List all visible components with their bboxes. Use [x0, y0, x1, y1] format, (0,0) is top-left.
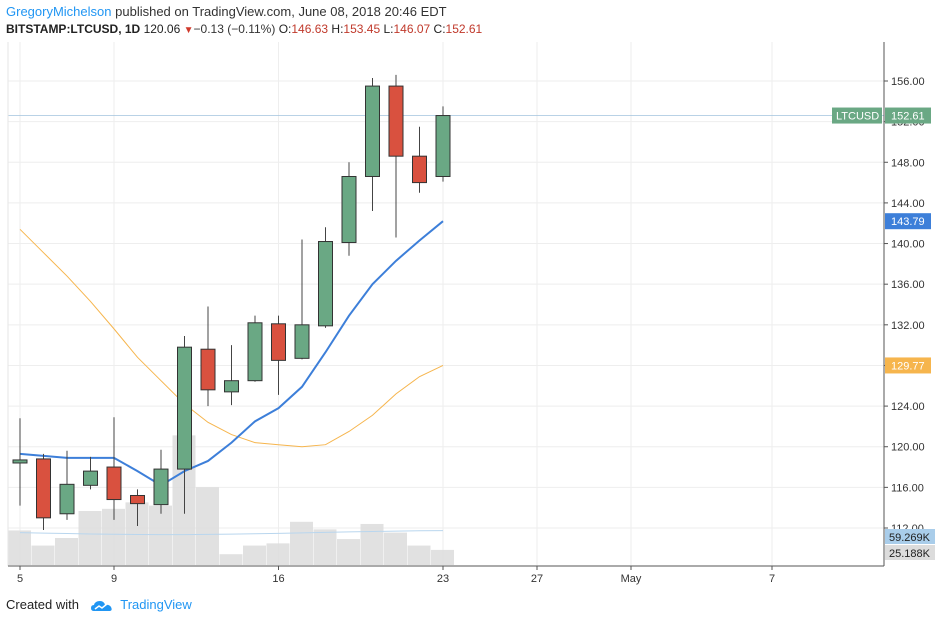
x-tick-label: 7	[769, 573, 775, 585]
author-link[interactable]: GregoryMichelson	[6, 4, 112, 19]
y-tick-label: 120.00	[891, 442, 925, 454]
publish-info: GregoryMichelson published on TradingVie…	[6, 4, 447, 19]
last-price-badge-text: 152.61	[891, 111, 925, 123]
volume-bar	[266, 543, 290, 565]
volume-bar	[125, 502, 149, 565]
candles	[12, 74, 451, 531]
y-tick-label: 156.00	[891, 76, 925, 88]
symbol-label: BITSTAMP:LTCUSD, 1D	[6, 22, 141, 36]
candle-up	[435, 115, 451, 177]
x-tick-label: May	[621, 573, 642, 585]
ma-slow-badge: 129.77	[885, 357, 931, 374]
candle-down	[36, 458, 51, 519]
ma-slow-badge-text: 129.77	[891, 360, 925, 372]
volume-bar	[360, 523, 384, 565]
symbol-tag-bg	[832, 107, 882, 124]
candle-up	[153, 468, 169, 506]
y-tick-label: 144.00	[891, 198, 925, 210]
y-tick-label: 136.00	[891, 279, 925, 291]
last-price-badge: 152.61	[885, 107, 931, 124]
open-label: O:	[278, 22, 292, 36]
candle-up	[59, 483, 75, 515]
ma-fast-badge: 143.79	[885, 213, 931, 230]
volume-bar	[78, 511, 102, 565]
ohlc-legend: BITSTAMP:LTCUSD, 1D 120.06 ▼−0.13 (−0.11…	[6, 22, 482, 36]
volume-bar	[219, 554, 243, 565]
volume-bar	[149, 505, 172, 565]
volume-value: 120.06	[143, 22, 181, 36]
low-value: 146.07	[393, 22, 431, 36]
volume-bar	[55, 538, 78, 565]
y-tick-label: 140.00	[891, 239, 925, 251]
volume-fast-badge: 59.269K	[885, 529, 935, 544]
tradingview-link[interactable]: TradingView	[120, 597, 192, 612]
ma-slow-badge-bg	[885, 357, 931, 374]
symbol-tag-text: LTCUSD	[836, 111, 879, 123]
candle-up	[365, 85, 380, 177]
volume-bars	[8, 435, 454, 565]
y-tick-label: 116.00	[891, 482, 924, 494]
x-tick-label: 9	[111, 573, 117, 585]
high-value: 153.45	[343, 22, 381, 36]
volume-bar	[243, 545, 266, 565]
last-price-badge-bg	[885, 107, 931, 124]
x-tick-label: 23	[437, 573, 449, 585]
grid	[8, 42, 884, 566]
volume-bar	[196, 487, 219, 565]
candle-down	[106, 466, 122, 501]
candle-down	[130, 494, 145, 505]
volume-slow-text: 25.188K	[889, 548, 931, 560]
volume-fast-text: 59.269K	[889, 532, 931, 544]
volume-ma-line	[19, 530, 444, 536]
candle-up	[12, 459, 28, 464]
volume-bar	[407, 545, 431, 565]
axis-labels: 156.00152.00148.00144.00140.00136.00132.…	[17, 76, 935, 585]
candle-down	[271, 323, 286, 361]
candle-down	[412, 155, 427, 184]
x-tick-label: 16	[272, 573, 284, 585]
candle-up	[294, 324, 310, 359]
x-tick-label: 5	[17, 573, 23, 585]
x-tick-label: 27	[531, 573, 543, 585]
published-text: published on TradingView.com, June 08, 2…	[115, 4, 447, 19]
volume-bar	[290, 521, 313, 565]
close-value: 152.61	[445, 22, 483, 36]
symbol-price-tag: LTCUSD	[832, 107, 882, 124]
ma-fast-badge-bg	[885, 213, 931, 230]
created-with-text: Created with	[6, 597, 79, 612]
ma-fast-badge-text: 143.79	[891, 216, 925, 228]
tradingview-cloud-icon	[90, 600, 112, 611]
footer: Created with TradingView	[6, 597, 192, 612]
candle-up	[83, 470, 98, 486]
candle-up	[247, 322, 263, 382]
candle-up	[318, 241, 333, 327]
high-label: H:	[331, 22, 344, 36]
volume-slow-badge: 25.188K	[885, 545, 935, 560]
candle-down	[388, 85, 404, 157]
volume-bar	[31, 545, 55, 565]
volume-bar	[384, 532, 407, 565]
volume-bar	[313, 529, 337, 565]
change-value: −0.13 (−0.11%)	[193, 22, 276, 36]
open-value: 146.63	[291, 22, 329, 36]
volume-slow-bg	[885, 545, 935, 560]
volume-bar	[337, 539, 360, 565]
low-label: L:	[383, 22, 394, 36]
candle-up	[224, 380, 239, 393]
axes	[7, 42, 888, 570]
volume-fast-bg	[885, 529, 935, 544]
ma-slow-line	[19, 228, 444, 448]
volume-bar	[431, 549, 454, 565]
y-tick-label: 124.00	[891, 401, 925, 413]
volume-bar	[8, 530, 31, 565]
y-tick-label: 148.00	[891, 157, 925, 169]
volume-bar	[102, 508, 125, 565]
y-tick-label: 132.00	[891, 320, 925, 332]
candle-up	[177, 346, 192, 470]
down-triangle-icon: ▼	[183, 25, 194, 36]
candle-down	[200, 348, 216, 391]
close-label: C:	[433, 22, 446, 36]
candle-up	[341, 175, 357, 244]
